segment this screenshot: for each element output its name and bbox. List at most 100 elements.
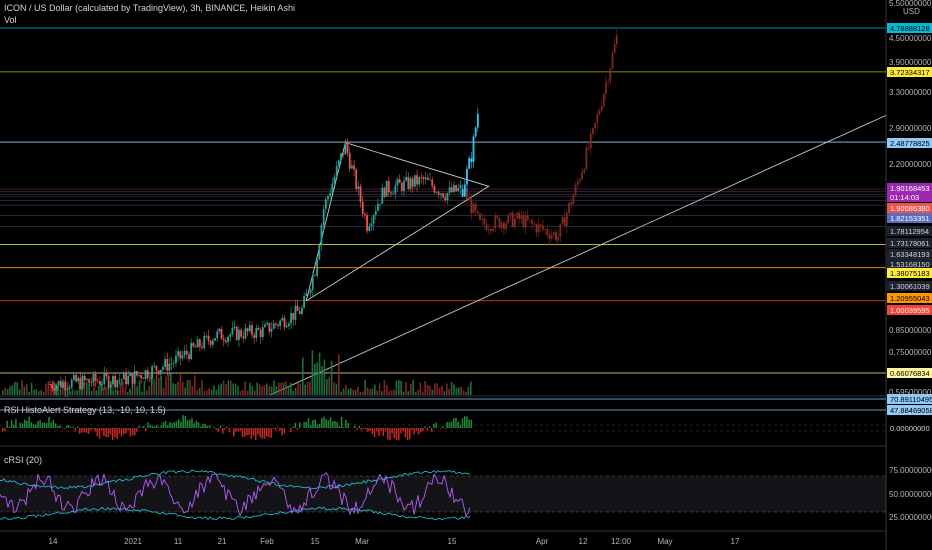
candle	[405, 176, 408, 181]
projection-candle	[500, 223, 503, 228]
crsi-lower-band	[0, 506, 471, 521]
volume-bar	[429, 386, 431, 395]
time-tick: 15	[448, 537, 457, 546]
rsi-bar	[189, 419, 191, 428]
candle	[53, 387, 56, 391]
projection-candle	[576, 181, 579, 185]
volume-bar	[227, 380, 230, 395]
projection-candle	[596, 114, 599, 124]
volume-bar	[196, 390, 198, 395]
candle	[135, 371, 138, 376]
candle	[442, 193, 444, 198]
rsi-bar	[277, 427, 279, 428]
rsi-bar	[200, 426, 202, 428]
rsi-bar	[178, 419, 180, 428]
volume-bar	[186, 379, 189, 395]
candle	[431, 179, 434, 187]
candle	[337, 160, 340, 166]
volume-bar	[146, 390, 148, 395]
volume-bar	[201, 380, 203, 395]
projection-up-candle	[468, 158, 471, 169]
rsi-bar	[87, 428, 90, 435]
candle	[400, 182, 403, 191]
candle	[424, 177, 427, 180]
volume-bar	[198, 387, 201, 395]
volume-bar	[393, 389, 395, 395]
candle	[192, 343, 195, 347]
volume-bar	[54, 383, 57, 395]
rsi-bar	[422, 428, 424, 432]
volume-bar	[364, 380, 366, 395]
projection-candle	[589, 133, 592, 149]
projection-candle	[583, 169, 586, 173]
candle	[279, 320, 282, 326]
crsi-pane	[0, 469, 886, 532]
price-label: 1.30061039	[890, 282, 930, 291]
volume-bar	[465, 391, 467, 395]
volume-bar	[4, 387, 6, 395]
projection-candle	[505, 223, 507, 230]
rsi-bar	[171, 423, 173, 428]
volume-bar	[71, 389, 74, 395]
candle	[220, 328, 223, 340]
rsi-bar	[325, 419, 327, 428]
projection-candle	[568, 202, 570, 214]
rsi-bar	[288, 427, 290, 428]
time-tick: 17	[731, 537, 740, 546]
volume-bar	[321, 366, 323, 395]
price-label-bg	[887, 192, 932, 202]
candle	[342, 153, 345, 155]
volume-bar	[340, 391, 342, 395]
rsi-bar	[360, 428, 363, 431]
candle	[233, 326, 236, 328]
projection-up-candle	[476, 113, 479, 128]
candle	[446, 192, 449, 201]
rsi-bar	[391, 428, 393, 434]
volume-bar	[184, 387, 186, 395]
rsi-bar	[21, 423, 24, 428]
volume-bar	[114, 390, 117, 395]
candle	[81, 375, 84, 389]
volume-bar	[112, 391, 114, 395]
rsi-bar	[259, 428, 261, 438]
candle	[72, 374, 75, 380]
candle	[411, 178, 414, 187]
candle	[309, 289, 312, 294]
rsi-bar	[356, 428, 358, 430]
rsi-bar	[90, 428, 92, 431]
rsi-bar	[347, 423, 349, 428]
candle	[57, 381, 60, 386]
price-label: 1.20955043	[890, 294, 930, 303]
candle	[270, 328, 273, 332]
projection-candle	[561, 217, 564, 224]
candle	[181, 355, 184, 359]
candle	[448, 187, 451, 193]
chart-title: ICON / US Dollar (calculated by TradingV…	[4, 3, 295, 13]
time-tick: 21	[218, 537, 227, 546]
volume-bar	[136, 386, 138, 395]
volume-bar	[273, 380, 275, 395]
rsi-bar	[382, 428, 385, 436]
volume-bar	[52, 380, 54, 395]
candle	[331, 183, 334, 194]
projection-candle	[537, 224, 540, 233]
volume-bar	[213, 385, 215, 395]
candle	[62, 382, 64, 388]
candle	[153, 365, 156, 367]
volume-bar	[117, 390, 119, 395]
time-tick: Feb	[260, 537, 274, 546]
rsi-bar	[59, 425, 61, 428]
volume-bar	[369, 389, 371, 395]
volume-bar	[18, 389, 21, 395]
rsi-bar	[213, 426, 215, 428]
candle	[420, 177, 423, 178]
rsi-bar	[290, 428, 292, 433]
candle	[231, 327, 234, 335]
volume-bar	[302, 357, 304, 395]
projection-candle	[559, 223, 562, 237]
candle	[159, 369, 162, 375]
candle	[437, 192, 440, 195]
rsi-bar	[406, 428, 409, 440]
volume-bar	[194, 375, 196, 395]
